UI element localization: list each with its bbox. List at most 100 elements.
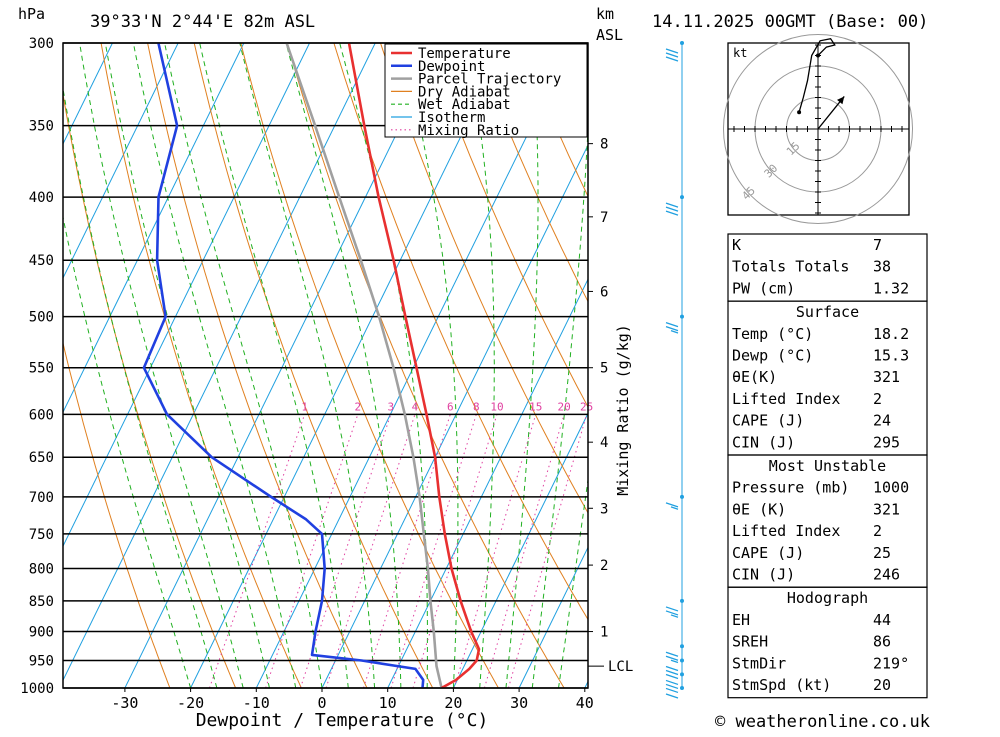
mixing-ratio-label: 2 xyxy=(355,400,362,413)
height-unit-asl-label: ASL xyxy=(596,26,623,44)
isotherm-line xyxy=(388,43,704,688)
wind-barb-point xyxy=(680,672,684,676)
hodograph-trace-start xyxy=(797,110,801,114)
hodograph-section-title: Hodograph xyxy=(787,589,868,607)
hodograph-section-row-value: 20 xyxy=(873,676,891,694)
pressure-tick-label: 600 xyxy=(29,407,54,423)
wind-barb-flag xyxy=(666,611,678,615)
mixing-ratio-label: 20 xyxy=(558,400,571,413)
wind-barb xyxy=(666,195,684,215)
wind-barbs xyxy=(666,41,684,698)
wind-barb-half-flag xyxy=(671,331,678,333)
wind-barb xyxy=(666,599,684,617)
dewpoint-profile-line xyxy=(144,43,423,688)
mixing-ratio-label: 15 xyxy=(529,400,542,413)
wind-barb-flag xyxy=(666,694,678,698)
surface-section-row-label: Temp (°C) xyxy=(732,325,813,343)
most-unstable-section-row-label: θE (K) xyxy=(732,500,786,518)
dry-adiabat-line xyxy=(287,43,564,688)
mixing-ratio-label: 3 xyxy=(387,400,394,413)
most-unstable-section-title: Most Unstable xyxy=(769,457,886,475)
height-tick-label: 3 xyxy=(600,501,608,517)
wind-barb-point xyxy=(680,495,684,499)
wind-barb-flag xyxy=(666,667,678,671)
height-tick-label: 6 xyxy=(600,284,608,300)
height-unit-label: km xyxy=(596,5,614,23)
wind-barb xyxy=(666,41,684,61)
surface-section-row-value: 18.2 xyxy=(873,325,909,343)
isotherm-line xyxy=(0,43,112,688)
surface-section-row-label: CIN (J) xyxy=(732,433,795,451)
wind-barb-half-flag xyxy=(671,660,678,662)
wind-barb-flag xyxy=(666,49,678,53)
height-tick-label: 8 xyxy=(600,137,608,153)
pressure-tick-label: 450 xyxy=(29,253,54,269)
surface-section-row-value: 321 xyxy=(873,368,900,386)
mixing-ratio-line xyxy=(363,414,450,688)
wind-barb-flag xyxy=(666,207,678,211)
mixing-ratio-label: 8 xyxy=(473,400,480,413)
wind-barb-flag xyxy=(666,503,678,507)
hodograph-unit-label: kt xyxy=(733,46,747,60)
mixing-ratio-label: 25 xyxy=(580,400,593,413)
mixing-ratio-line xyxy=(266,414,358,688)
wind-barb-point xyxy=(680,315,684,319)
surface-section-title: Surface xyxy=(796,303,859,321)
dry-adiabat-line xyxy=(381,43,696,688)
pressure-tick-label: 900 xyxy=(29,625,54,641)
wind-barb-point xyxy=(680,195,684,199)
most-unstable-section-row-label: CIN (J) xyxy=(732,566,795,584)
wind-barb xyxy=(666,315,684,333)
height-tick-label: 1 xyxy=(600,625,608,641)
location-title: 39°33'N 2°44'E 82m ASL xyxy=(90,12,315,32)
wind-barb-half-flag xyxy=(671,507,678,509)
pressure-tick-label: 400 xyxy=(29,190,54,206)
surface-section-row-value: 24 xyxy=(873,412,891,430)
stability-indices-row-label: Totals Totals xyxy=(732,258,849,276)
mixing-ratio-axis-title: Mixing Ratio (g/kg) xyxy=(614,324,632,496)
wind-barb-flag xyxy=(666,323,678,327)
hodograph-section-row-label: EH xyxy=(732,611,750,629)
wet-adiabat-line xyxy=(133,43,295,688)
pressure-unit-label: hPa xyxy=(18,5,45,23)
wind-barb-point xyxy=(680,41,684,45)
wet-adiabat-line xyxy=(33,43,191,688)
lcl-label: LCL xyxy=(608,659,633,675)
temperature-tick-label: 40 xyxy=(576,694,594,712)
mixing-ratio-line xyxy=(209,414,304,688)
profile-lines xyxy=(144,43,479,688)
hodograph-trace-end xyxy=(816,54,820,58)
stability-indices-row-value: 7 xyxy=(873,236,882,254)
pressure-tick-label: 1000 xyxy=(20,681,54,697)
datetime-title: 14.11.2025 00GMT (Base: 00) xyxy=(652,12,928,32)
wind-barb-flag xyxy=(666,656,678,660)
pressure-tick-label: 950 xyxy=(29,654,54,670)
x-axis-title: Dewpoint / Temperature (°C) xyxy=(196,710,489,731)
surface-section-row-label: Lifted Index xyxy=(732,390,840,408)
dry-adiabat-line xyxy=(940,43,1000,688)
pressure-tick-label: 500 xyxy=(29,310,54,326)
surface-section-row-value: 15.3 xyxy=(873,347,909,365)
pressure-tick-label: 300 xyxy=(29,36,54,52)
stability-indices-row-label: PW (cm) xyxy=(732,279,795,297)
wind-barb-half-flag xyxy=(671,615,678,617)
mixing-ratio-label: 10 xyxy=(490,400,503,413)
stability-indices-row-value: 1.32 xyxy=(873,279,909,297)
hodograph-section-row-label: StmDir xyxy=(732,654,786,672)
height-tick-label: 5 xyxy=(600,361,608,377)
wet-adiabat-line xyxy=(105,43,269,688)
wind-barb-point xyxy=(680,644,684,648)
dry-adiabat-line xyxy=(194,43,433,688)
dry-adiabat-line xyxy=(986,43,1000,688)
wind-barb-point xyxy=(680,686,684,690)
copyright-footer: © weatheronline.co.uk xyxy=(715,712,930,732)
mixing-ratio-line xyxy=(484,414,564,688)
height-tick-label: 7 xyxy=(600,210,608,226)
hodograph-section-row-label: StmSpd (kt) xyxy=(732,676,831,694)
most-unstable-section-row-label: CAPE (J) xyxy=(732,544,804,562)
most-unstable-section-row-value: 25 xyxy=(873,544,891,562)
